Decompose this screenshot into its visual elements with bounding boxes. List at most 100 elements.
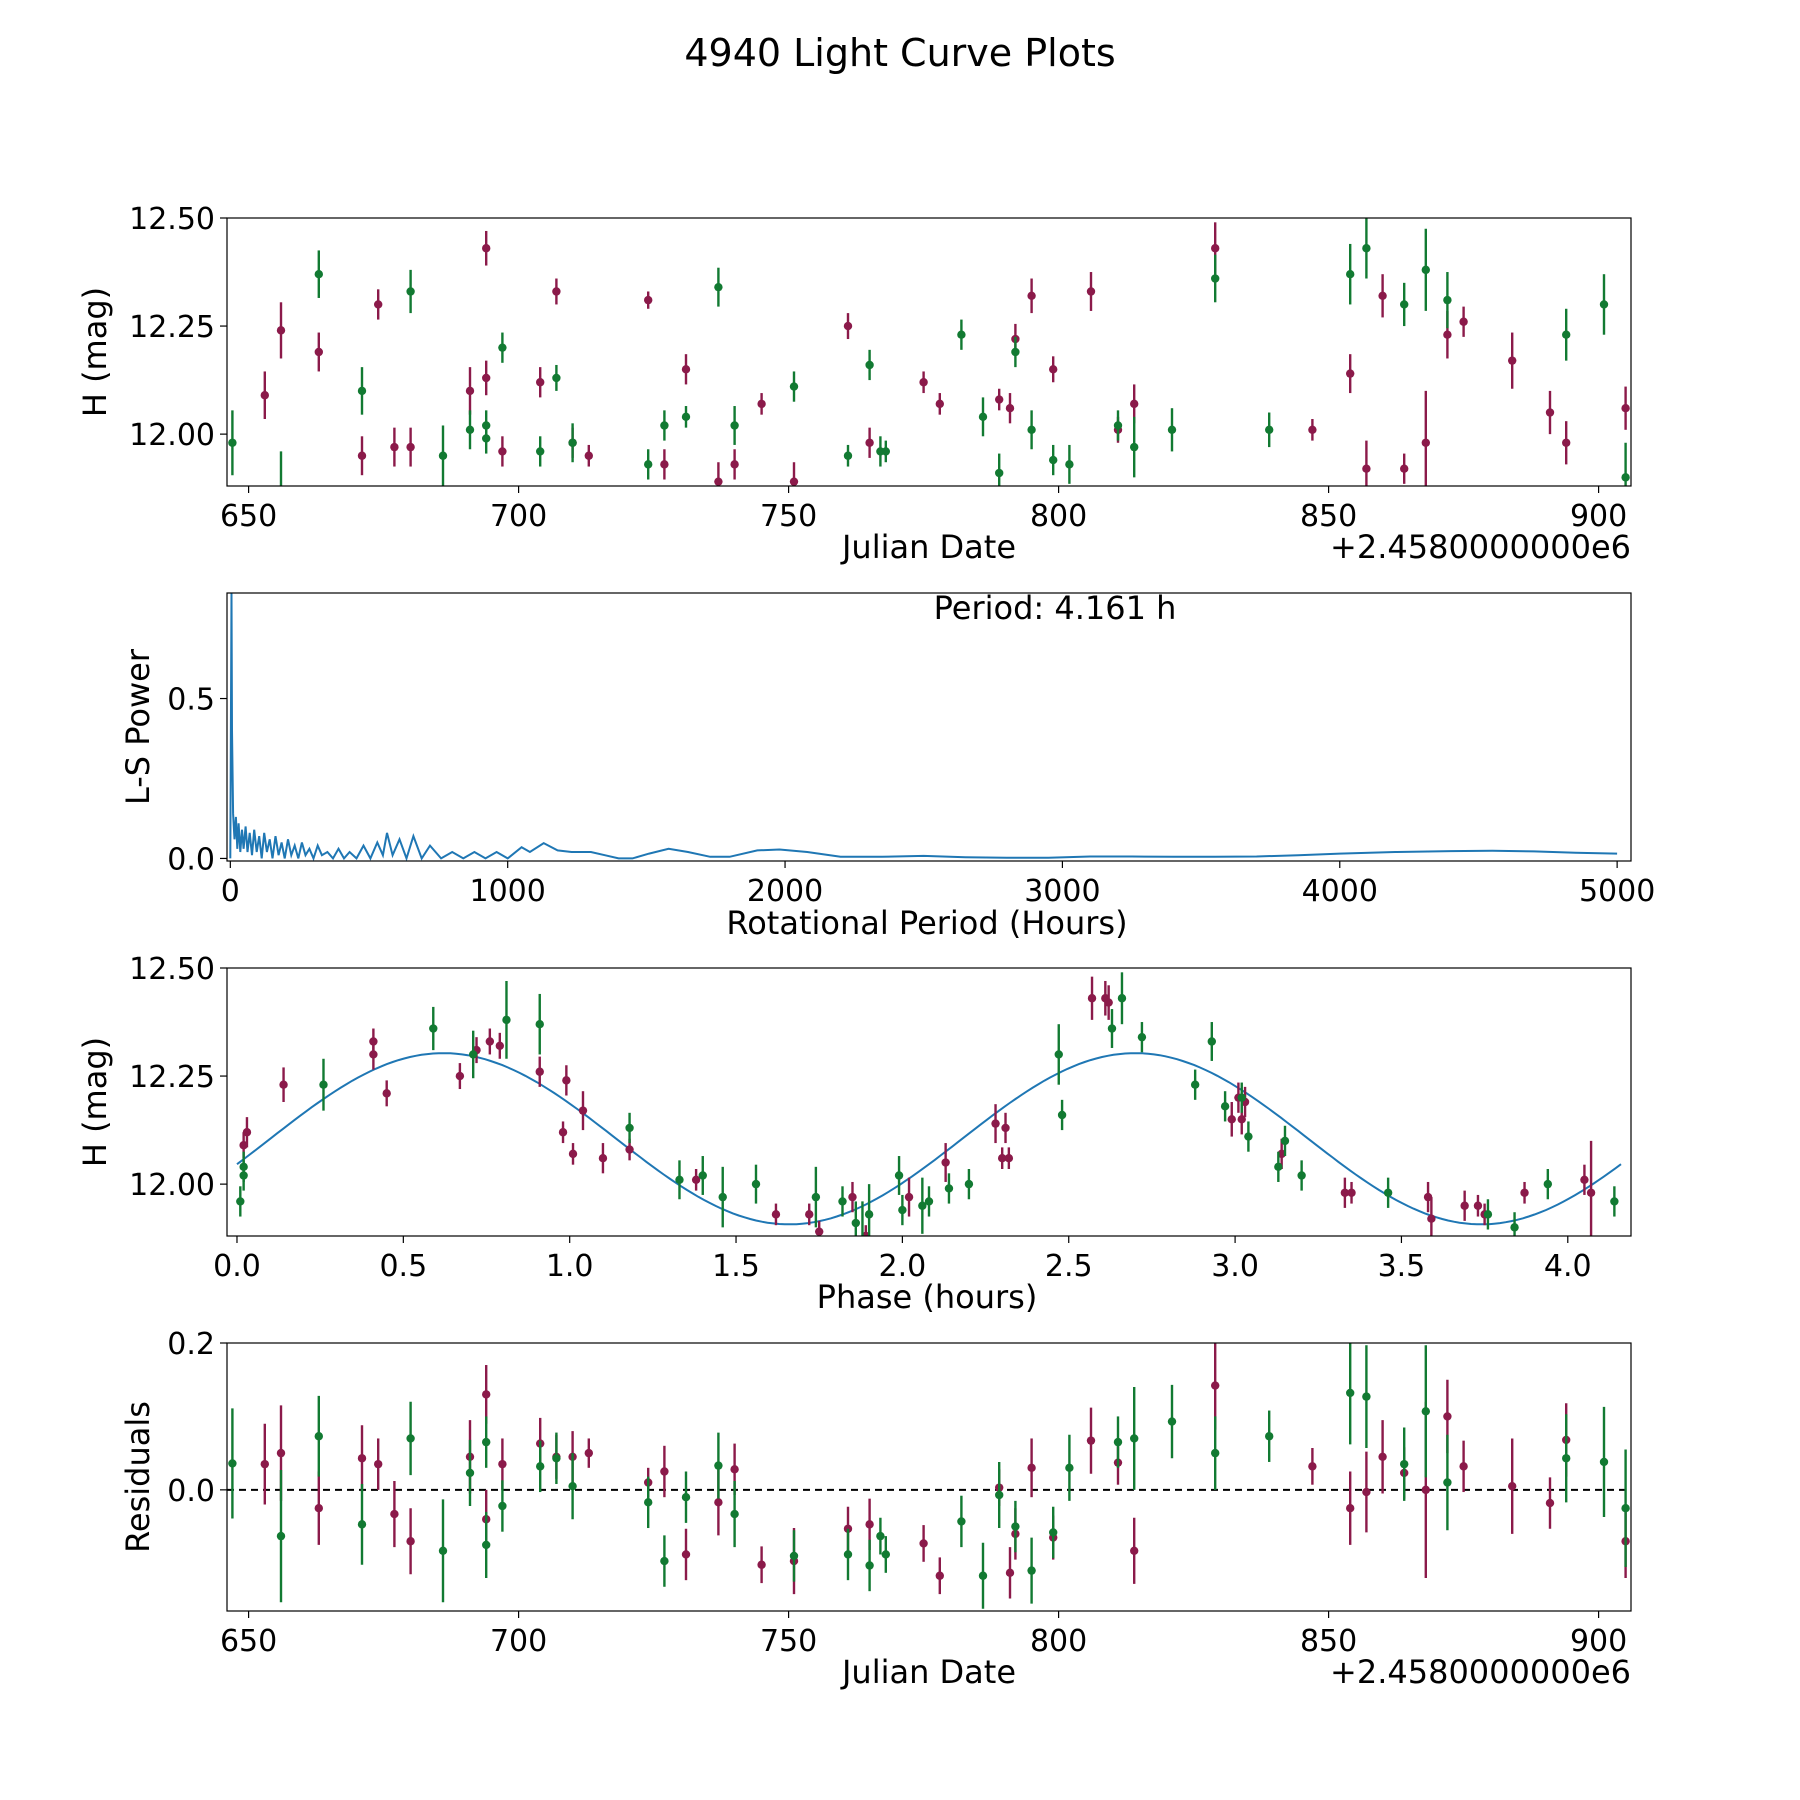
- marker: [1265, 425, 1274, 435]
- red-data-point: [482, 1365, 491, 1424]
- marker: [314, 347, 323, 357]
- marker: [811, 1192, 821, 1202]
- red-data-point: [314, 332, 323, 372]
- marker: [714, 1461, 723, 1470]
- marker: [1460, 1201, 1469, 1210]
- red-data-point: [644, 291, 653, 309]
- red-data-point: [279, 1067, 288, 1102]
- red-data-point: [1473, 1194, 1483, 1217]
- y-tick-label: 12.25: [129, 310, 215, 345]
- light-curve-xlabel: Julian Date: [840, 528, 1016, 566]
- marker: [865, 1561, 874, 1570]
- x-tick-label: 4000: [1302, 874, 1378, 909]
- marker: [279, 1080, 288, 1089]
- green-data-point: [357, 1483, 367, 1565]
- red-data-point: [1508, 1438, 1517, 1534]
- light-curve-ylabel: H (mag): [76, 287, 114, 417]
- red-data-point: [1227, 1102, 1236, 1137]
- marker: [465, 425, 475, 435]
- marker: [438, 1546, 448, 1555]
- marker: [390, 442, 399, 452]
- marker: [1443, 1412, 1452, 1421]
- marker: [228, 438, 237, 447]
- marker: [1049, 1528, 1058, 1537]
- marker: [1347, 1188, 1356, 1197]
- red-data-point: [374, 1438, 383, 1490]
- red-data-point: [681, 1528, 691, 1581]
- green-data-point: [1244, 1121, 1253, 1152]
- marker: [898, 1205, 907, 1215]
- x-tick-label: 850: [1300, 1624, 1357, 1659]
- red-data-point: [843, 313, 853, 340]
- red-data-point: [1423, 1181, 1433, 1213]
- x-tick-label: 700: [490, 1624, 547, 1659]
- marker: [1362, 1487, 1371, 1497]
- marker: [482, 1437, 491, 1447]
- green-data-point: [1621, 442, 1630, 486]
- marker: [465, 1468, 475, 1478]
- green-data-point: [843, 1528, 853, 1581]
- marker: [714, 477, 723, 486]
- marker: [1346, 369, 1355, 378]
- green-data-point: [1065, 444, 1074, 484]
- red-data-point: [730, 449, 739, 480]
- green-data-point: [1562, 1414, 1571, 1503]
- green-data-point: [1237, 1082, 1246, 1113]
- green-data-point: [535, 993, 544, 1055]
- green-data-point: [1280, 1125, 1290, 1157]
- red-data-point: [552, 278, 561, 305]
- green-data-point: [465, 1439, 475, 1507]
- marker: [789, 1551, 799, 1561]
- light-curve-plot-area: [228, 218, 1630, 486]
- marker: [1130, 1546, 1139, 1555]
- marker: [865, 360, 874, 370]
- green-data-point: [1049, 1506, 1058, 1559]
- marker: [944, 1184, 954, 1193]
- x-tick-label: 3.0: [1211, 1249, 1259, 1284]
- marker: [357, 1454, 367, 1463]
- red-data-point: [919, 1525, 928, 1562]
- marker: [1473, 1201, 1483, 1210]
- light-curve-marks: [228, 218, 1630, 486]
- red-data-point: [535, 1056, 544, 1087]
- marker: [1065, 460, 1074, 469]
- green-data-point: [995, 453, 1004, 486]
- phase-folded-ylabel: H (mag): [76, 1037, 114, 1167]
- red-data-point: [1520, 1181, 1529, 1204]
- residuals-axes: 650 700 750 800 850 900 0.0 0.2: [167, 1327, 1627, 1659]
- x-tick-label: 850: [1300, 499, 1357, 534]
- marker: [660, 421, 669, 430]
- marker: [995, 395, 1004, 404]
- x-tick-label: 800: [1030, 1624, 1087, 1659]
- marker: [536, 378, 545, 387]
- red-data-point: [390, 1481, 399, 1548]
- y-tick-label: 12.50: [129, 202, 215, 237]
- red-data-point: [941, 1143, 950, 1182]
- marker: [1421, 265, 1431, 275]
- red-data-point: [1211, 1343, 1220, 1430]
- red-data-point: [495, 1032, 505, 1059]
- marker: [1308, 425, 1317, 435]
- red-data-point: [1545, 390, 1555, 435]
- residuals-plot-area: [227, 1343, 1631, 1609]
- marker: [1207, 1037, 1216, 1046]
- red-data-point: [1347, 1181, 1356, 1204]
- red-data-point: [357, 1425, 367, 1492]
- residuals-panel: 650 700 750 800 850 900 0.0 0.2 Julian Date Res…: [119, 1327, 1632, 1691]
- marker: [691, 1175, 701, 1185]
- periodogram-xlabel: Rotational Period (Hours): [726, 904, 1127, 942]
- green-data-point: [228, 1408, 237, 1519]
- red-data-point: [1308, 1447, 1317, 1485]
- marker: [260, 1459, 269, 1469]
- red-data-point: [598, 1143, 608, 1174]
- red-data-point: [1562, 421, 1571, 465]
- green-data-point: [502, 980, 511, 1059]
- red-data-point: [935, 393, 944, 415]
- marker: [730, 421, 739, 430]
- marker: [1244, 1132, 1253, 1141]
- green-data-point: [1220, 1091, 1230, 1122]
- red-data-point: [1130, 384, 1139, 424]
- red-data-point: [1421, 390, 1431, 486]
- marker: [714, 1498, 723, 1507]
- marker: [1297, 1171, 1306, 1180]
